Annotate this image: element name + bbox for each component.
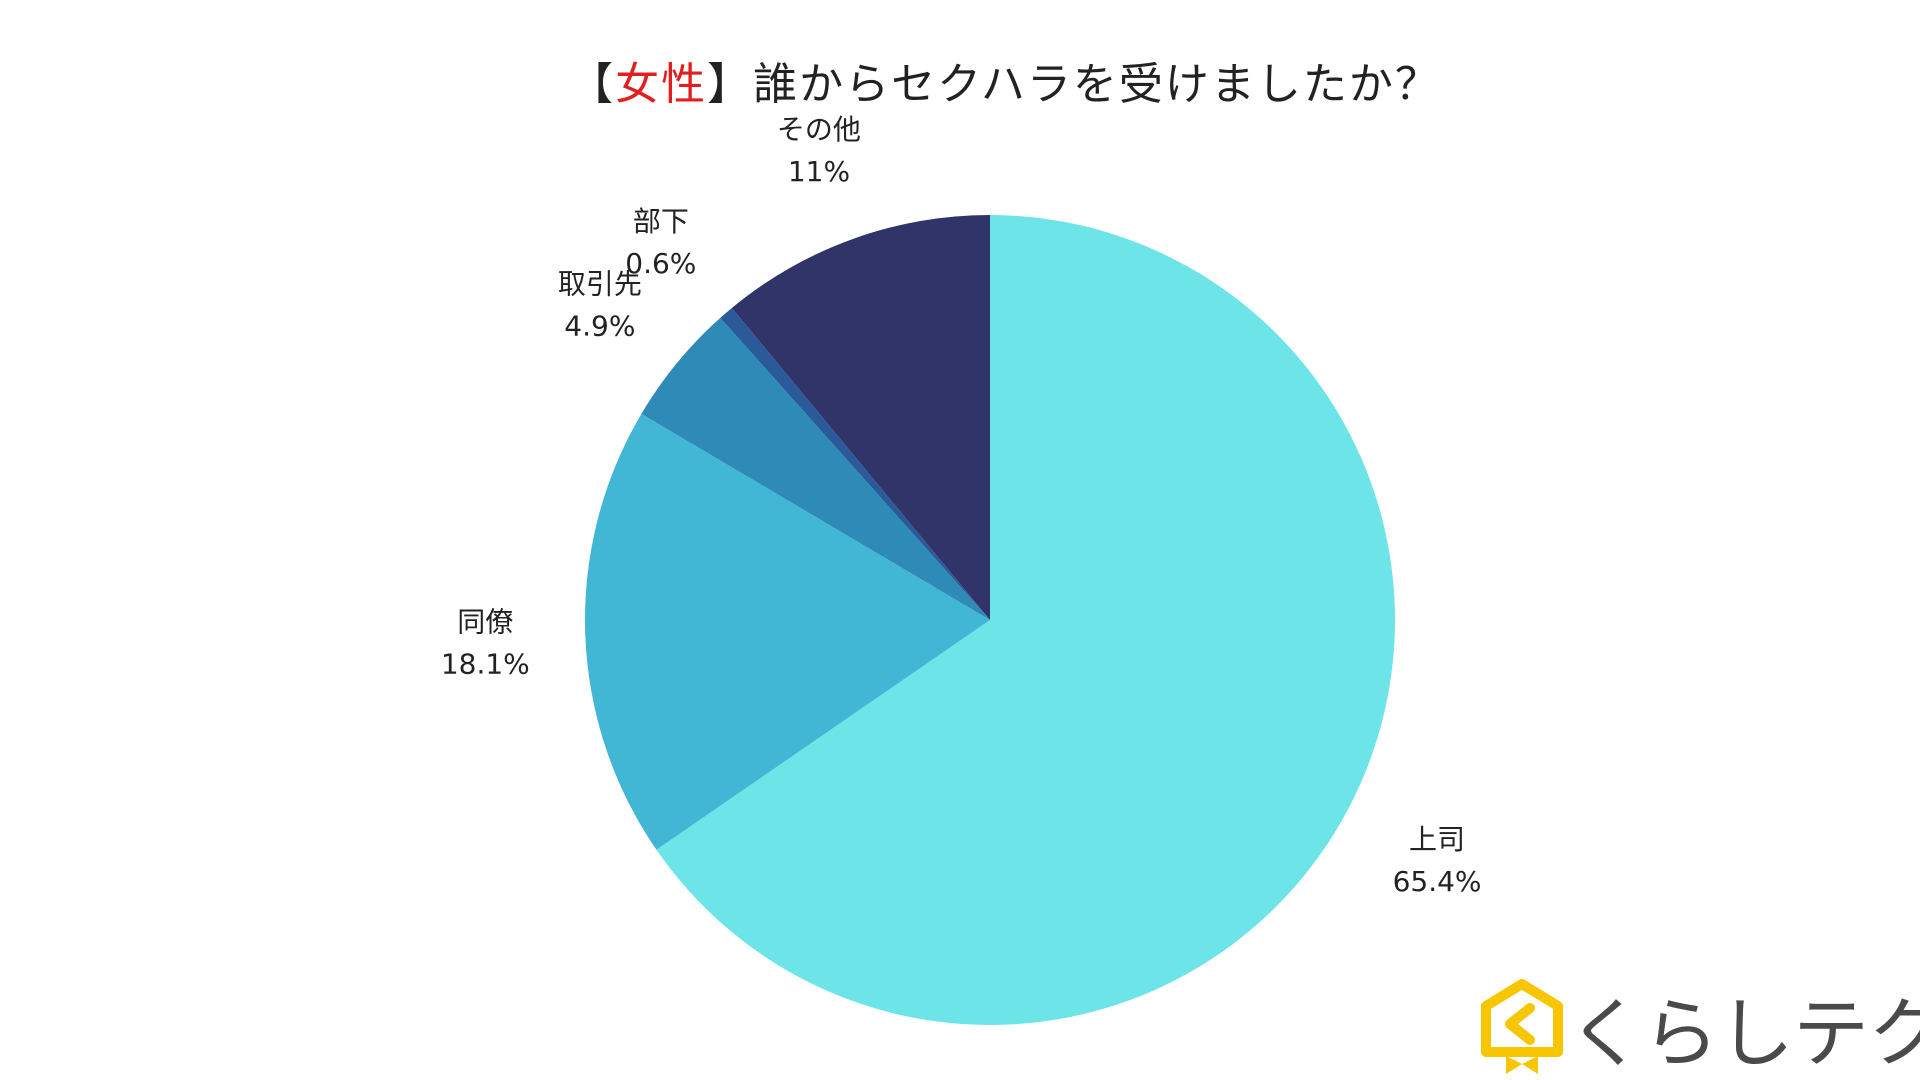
chart-title-accent: 女性: [615, 59, 708, 110]
chart-title: 【女性】誰からセクハラを受けましたか？: [0, 48, 1920, 112]
slice-label-5: その他: [777, 113, 861, 146]
slice-value-2: 18.1%: [441, 647, 530, 680]
slice-label-3: 取引先: [558, 267, 642, 300]
pie-slice-1: [656, 215, 1396, 1025]
pie-slice-2: [585, 413, 990, 850]
brand-logo: くらしテク: [1480, 970, 1920, 1080]
chart-title-open-bracket: 【: [569, 59, 616, 110]
slice-label-4: 部下: [633, 205, 689, 238]
slice-value-3: 4.9%: [564, 309, 635, 342]
house-logo-icon: [1481, 979, 1563, 1074]
pie-slice-3: [641, 317, 990, 620]
brand-name: くらしテク: [1568, 989, 1920, 1078]
pie-slice-4: [720, 307, 990, 620]
pie-slice-5: [731, 215, 990, 620]
pie-labels: 上司 65.4% 同僚 18.1% 取引先 4.9% 部下 0.6% その他 11%: [441, 113, 1482, 898]
chart-title-rest: 】誰からセクハラを受けましたか？: [707, 59, 1441, 110]
slice-value-1: 65.4%: [1393, 865, 1482, 898]
pie-slices: [585, 215, 1396, 1025]
slice-value-5: 11%: [788, 155, 850, 188]
slice-value-4: 0.6%: [625, 247, 696, 280]
slice-label-2: 同僚: [457, 605, 513, 638]
slice-label-1: 上司: [1409, 823, 1465, 856]
